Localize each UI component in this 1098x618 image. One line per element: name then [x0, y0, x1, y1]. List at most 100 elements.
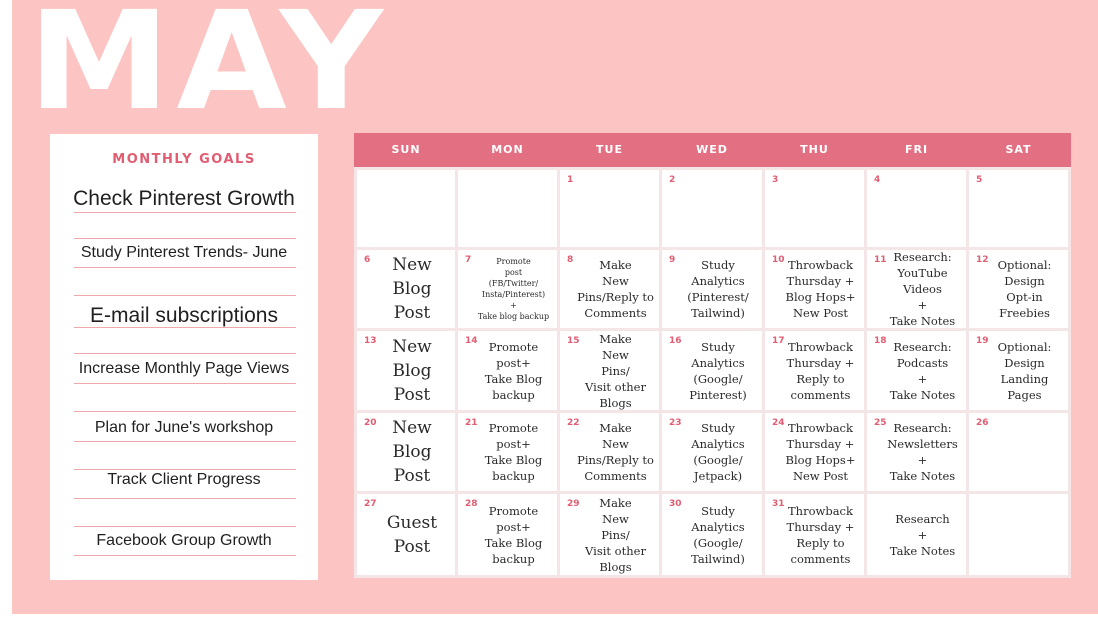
- goal-divider: [74, 267, 296, 268]
- day-header-sun: SUN: [391, 143, 421, 156]
- calendar-day-cell[interactable]: 4: [867, 170, 966, 247]
- day-number: 12: [976, 255, 989, 265]
- calendar-day-cell[interactable]: 6 New Blog Post: [357, 250, 455, 328]
- calendar-day-cell[interactable]: 7 Promote post (FB/Twitter/ Insta/Pintere…: [458, 250, 557, 328]
- calendar-day-cell[interactable]: [357, 170, 455, 247]
- calendar-day-cell[interactable]: [969, 494, 1068, 575]
- day-task-text: Optional: Design Opt-in Freebies: [997, 258, 1052, 320]
- day-task-text: New Blog Post: [392, 255, 432, 323]
- calendar-day-cell[interactable]: Research + Take Notes: [867, 494, 966, 575]
- day-task-text: Throwback Thursday + Blog Hops+ New Post: [785, 421, 856, 483]
- calendar-day-cell[interactable]: 30 Study Analytics (Google/ Tailwind): [662, 494, 762, 575]
- day-number: 27: [364, 499, 377, 509]
- day-task-text: Research: Newsletters + Take Notes: [887, 421, 958, 483]
- calendar-day-cell[interactable]: 14 Promote post+ Take Blog backup: [458, 331, 557, 410]
- calendar-grid: SUN MON TUE WED THU FRI SAT 1 2 3 4 5 6 New Blog Pos…: [354, 133, 1071, 578]
- goal-divider: [74, 212, 296, 213]
- goal-divider: [74, 498, 296, 499]
- goal-item: Track Client Progress: [107, 471, 261, 488]
- calendar-day-cell[interactable]: 24 Throwback Thursday + Blog Hops+ New Po…: [765, 413, 864, 491]
- day-task-text: Promote post+ Take Blog backup: [484, 339, 543, 402]
- day-number: 17: [772, 336, 785, 346]
- day-task-text: [983, 494, 1066, 575]
- day-header-thu: THU: [800, 143, 829, 156]
- day-task-text: [676, 170, 760, 247]
- goal-item: Plan for June's workshop: [94, 419, 274, 436]
- calendar-day-cell[interactable]: 9 Study Analytics (Pinterest/ Tailwind): [662, 250, 762, 328]
- monthly-goals-heading: MONTHLY GOALS: [112, 152, 256, 167]
- calendar-day-cell[interactable]: 11 Research: YouTube Videos + Take Notes: [867, 250, 966, 328]
- day-header-mon: MON: [491, 143, 524, 156]
- day-task-text: [779, 170, 862, 247]
- calendar-day-cell[interactable]: 10 Throwback Thursday + Blog Hops+ New Po…: [765, 250, 864, 328]
- calendar-day-cell[interactable]: 3: [765, 170, 864, 247]
- calendar-day-cell[interactable]: 31 Throwback Thursday + Reply to comments: [765, 494, 864, 575]
- goal-item: Increase Monthly Page Views: [78, 360, 290, 377]
- calendar-day-cell[interactable]: 1: [560, 170, 659, 247]
- goal-item: Facebook Group Growth: [96, 532, 272, 549]
- day-task-text: Throwback Thursday + Blog Hops+ New Post: [785, 258, 856, 320]
- day-task-text: New Blog Post: [392, 418, 432, 486]
- day-number: 30: [669, 499, 682, 509]
- calendar-day-cell[interactable]: 27 Guest Post: [357, 494, 455, 575]
- day-task-text: Study Analytics (Google/ Tailwind): [691, 503, 745, 566]
- day-header-wed: WED: [696, 143, 728, 156]
- calendar-day-cell[interactable]: 2: [662, 170, 762, 247]
- day-task-text: Promote post (FB/Twitter/ Insta/Pinteres…: [477, 257, 550, 321]
- day-task-text: Promote post+ Take Blog backup: [484, 421, 543, 483]
- calendar-day-cell[interactable]: 5: [969, 170, 1068, 247]
- day-number: 11: [874, 255, 887, 265]
- calendar-day-cell[interactable]: 23 Study Analytics (Google/ Jetpack): [662, 413, 762, 491]
- monthly-goals-panel: MONTHLY GOALS Check Pinterest Growth Stu…: [50, 134, 318, 580]
- day-number: 28: [465, 499, 478, 509]
- calendar-day-cell[interactable]: 15 Make New Pins/ Visit other Blogs: [560, 331, 659, 410]
- day-task-text: Make New Pins/Reply to Comments: [577, 258, 654, 320]
- calendar-day-cell[interactable]: [458, 170, 557, 247]
- goal-divider: [74, 238, 296, 239]
- day-number: 7: [465, 255, 472, 265]
- day-number: 4: [874, 175, 881, 185]
- calendar-day-cell[interactable]: 8 Make New Pins/Reply to Comments: [560, 250, 659, 328]
- day-task-text: Research: YouTube Videos + Take Notes: [889, 250, 956, 328]
- day-task-text: [881, 170, 964, 247]
- day-number: 29: [567, 499, 580, 509]
- day-task-text: Research: Podcasts + Take Notes: [889, 339, 956, 402]
- calendar-day-cell[interactable]: 21 Promote post+ Take Blog backup: [458, 413, 557, 491]
- day-task-text: Make New Pins/Reply to Comments: [577, 421, 654, 483]
- day-task-text: Throwback Thursday + Reply to comments: [786, 339, 855, 402]
- goal-divider: [74, 383, 296, 384]
- goal-divider: [74, 353, 296, 354]
- calendar-day-cell[interactable]: 29 Make New Pins/ Visit other Blogs: [560, 494, 659, 575]
- calendar-day-cell[interactable]: 12 Optional: Design Opt-in Freebies: [969, 250, 1068, 328]
- goal-item: Study Pinterest Trends- June: [80, 244, 288, 261]
- calendar-header: [354, 133, 1071, 167]
- goal-divider: [74, 555, 296, 556]
- calendar-day-cell[interactable]: 20 New Blog Post: [357, 413, 455, 491]
- day-task-text: [371, 170, 453, 247]
- day-task-text: Throwback Thursday + Reply to comments: [786, 503, 855, 566]
- goal-divider: [74, 441, 296, 442]
- day-task-text: Guest Post: [386, 512, 438, 557]
- calendar-day-cell[interactable]: 28 Promote post+ Take Blog backup: [458, 494, 557, 575]
- calendar-day-cell[interactable]: 16 Study Analytics (Google/ Pinterest): [662, 331, 762, 410]
- day-header-tue: TUE: [596, 143, 623, 156]
- calendar-day-cell[interactable]: 17 Throwback Thursday + Reply to comments: [765, 331, 864, 410]
- day-number: 2: [669, 175, 676, 185]
- calendar-day-cell[interactable]: 13 New Blog Post: [357, 331, 455, 410]
- calendar-day-cell[interactable]: 19 Optional: Design Landing Pages: [969, 331, 1068, 410]
- goal-divider: [74, 526, 296, 527]
- month-title: MAY: [28, 0, 390, 141]
- calendar-day-cell[interactable]: 22 Make New Pins/Reply to Comments: [560, 413, 659, 491]
- calendar-day-cell[interactable]: 25 Research: Newsletters + Take Notes: [867, 413, 966, 491]
- day-task-text: Make New Pins/ Visit other Blogs: [585, 495, 646, 574]
- day-number: 20: [364, 418, 377, 428]
- calendar-day-cell[interactable]: 26: [969, 413, 1068, 491]
- day-number: 16: [669, 336, 682, 346]
- day-number: 9: [669, 255, 676, 265]
- day-number: 15: [567, 336, 580, 346]
- day-number: 25: [874, 418, 887, 428]
- day-number: 14: [465, 336, 478, 346]
- day-number: 26: [976, 418, 989, 428]
- goal-item: Check Pinterest Growth: [73, 187, 295, 210]
- calendar-day-cell[interactable]: 18 Research: Podcasts + Take Notes: [867, 331, 966, 410]
